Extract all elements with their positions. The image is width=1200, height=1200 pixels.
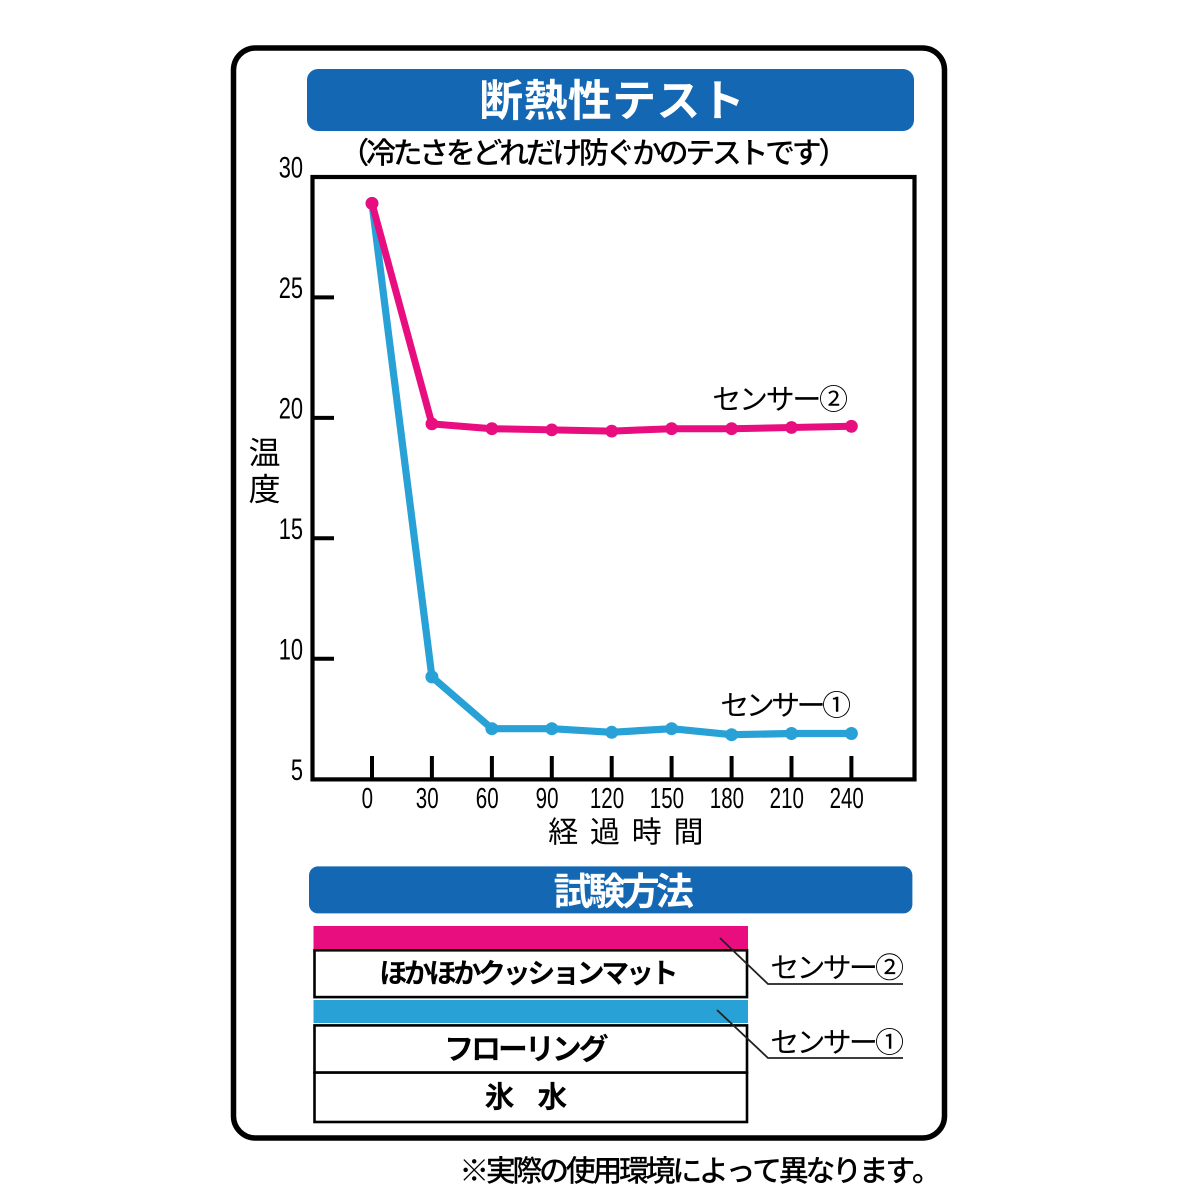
svg-text:30: 30 — [279, 152, 303, 184]
svg-text:210: 210 — [770, 784, 804, 815]
svg-text:90: 90 — [536, 784, 559, 815]
svg-text:120: 120 — [590, 784, 624, 815]
svg-text:150: 150 — [650, 784, 684, 815]
svg-text:30: 30 — [416, 784, 439, 815]
svg-text:60: 60 — [476, 784, 499, 815]
svg-text:10: 10 — [279, 634, 303, 666]
svg-text:25: 25 — [279, 273, 303, 305]
svg-text:180: 180 — [710, 784, 744, 815]
svg-text:5: 5 — [291, 755, 303, 787]
svg-text:20: 20 — [279, 393, 303, 425]
svg-text:15: 15 — [279, 514, 303, 546]
svg-text:240: 240 — [830, 784, 864, 815]
svg-text:0: 0 — [362, 784, 373, 815]
